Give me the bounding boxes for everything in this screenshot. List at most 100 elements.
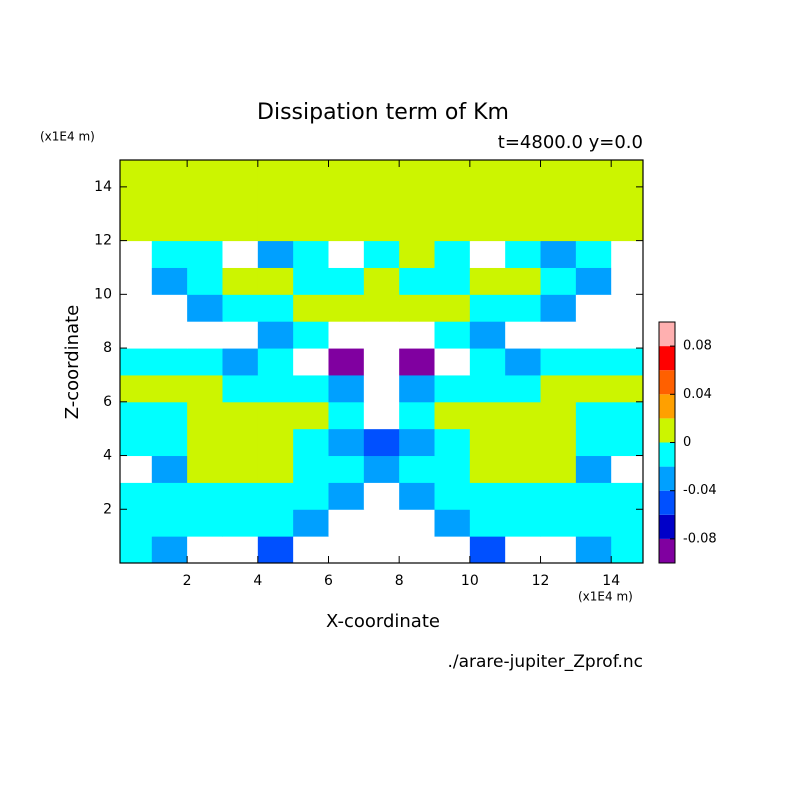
contour-cell <box>575 348 612 376</box>
contour-cell <box>505 186 542 215</box>
x-tick-label: 8 <box>395 573 404 589</box>
contour-cell <box>120 186 153 215</box>
contour-cell <box>469 321 506 349</box>
contour-cell <box>469 536 506 563</box>
contour-cell <box>540 428 577 457</box>
colorbar: -0.08 -0.04 0 0.04 0.08 <box>658 321 717 564</box>
contour-cell <box>469 348 506 376</box>
contour-cell <box>120 160 153 188</box>
contour-cell <box>399 482 436 510</box>
contour-cell <box>187 321 223 349</box>
contour-cell <box>575 401 612 430</box>
contour-cell <box>611 213 643 242</box>
colorbar-swatch <box>659 490 675 515</box>
contour-cell <box>293 294 329 322</box>
contour-cell <box>469 374 506 403</box>
chart-subtitle: t=4800.0 y=0.0 <box>498 132 643 153</box>
contour-cell <box>399 455 436 483</box>
contour-cell <box>505 401 542 430</box>
contour-cell <box>611 455 643 483</box>
x-unit: (x1E4 m) <box>578 590 633 604</box>
plot-frame <box>119 159 644 564</box>
contour-cell <box>540 374 577 403</box>
contour-cell <box>611 321 643 349</box>
contour-cell <box>293 348 329 376</box>
contour-cell <box>222 455 259 483</box>
contour-cell <box>469 428 506 457</box>
contour-cell <box>434 348 471 376</box>
contour-cell <box>363 428 400 457</box>
colorbar-tick-label: 0 <box>683 435 691 450</box>
contour-cell <box>575 267 612 295</box>
contour-cell <box>434 294 471 322</box>
colorbar-swatch <box>659 322 675 347</box>
contour-cell <box>151 455 188 483</box>
contour-cell <box>540 160 577 188</box>
contour-cell <box>505 455 542 483</box>
contour-cell <box>293 482 329 510</box>
y-tick-label: 8 <box>103 340 112 356</box>
y-tick-label: 10 <box>94 286 112 302</box>
contour-cell <box>328 536 365 563</box>
contour-cell <box>469 213 506 242</box>
contour-cell <box>257 267 294 295</box>
contour-cell <box>151 348 188 376</box>
contour-cell <box>363 348 400 376</box>
contour-cell <box>293 321 329 349</box>
contour-cell <box>328 267 365 295</box>
contour-cell <box>293 240 329 268</box>
contour-cell <box>187 213 223 242</box>
contour-cell <box>434 240 471 268</box>
contour-cell <box>328 509 365 537</box>
contour-cell <box>399 240 436 268</box>
chart-title: Dissipation term of Km <box>257 100 509 125</box>
contour-cell <box>187 186 223 215</box>
contour-cell <box>434 509 471 537</box>
contour-cell <box>293 160 329 188</box>
contour-cell <box>222 536 259 563</box>
colorbar-swatch <box>659 466 675 491</box>
contour-cell <box>120 509 153 537</box>
contour-cell <box>151 267 188 295</box>
contour-cell <box>257 482 294 510</box>
contour-cell <box>151 294 188 322</box>
contour-cell <box>469 160 506 188</box>
contour-cell <box>328 240 365 268</box>
contour-cell <box>399 401 436 430</box>
y-axis-label: Z-coordinate <box>62 305 83 420</box>
contour-cell <box>363 294 400 322</box>
contour-cell <box>222 186 259 215</box>
colorbar-tick-label: 0.04 <box>683 387 712 402</box>
contour-cell <box>505 240 542 268</box>
y-tick-label: 14 <box>94 179 112 195</box>
contour-cell <box>575 428 612 457</box>
colorbar-swatch <box>659 418 675 443</box>
contour-cell <box>222 374 259 403</box>
contour-cell <box>222 294 259 322</box>
contour-cell <box>434 536 471 563</box>
contour-cell <box>399 294 436 322</box>
contour-cell <box>575 321 612 349</box>
contour-cell <box>187 267 223 295</box>
contour-cell <box>611 536 643 563</box>
contour-cell <box>257 186 294 215</box>
contour-cell <box>328 401 365 430</box>
contour-cell <box>151 482 188 510</box>
contour-cell <box>540 321 577 349</box>
contour-cell <box>611 348 643 376</box>
contour-cell <box>257 374 294 403</box>
contour-cell <box>293 186 329 215</box>
y-tick-label: 4 <box>103 448 112 464</box>
contour-cell <box>611 482 643 510</box>
contour-cell <box>575 240 612 268</box>
contour-cell <box>434 321 471 349</box>
x-tick-label: 4 <box>253 573 262 589</box>
contour-cell <box>120 348 153 376</box>
contour-cell <box>120 401 153 430</box>
contour-cell <box>120 321 153 349</box>
contour-cell <box>293 536 329 563</box>
contour-cell <box>505 428 542 457</box>
contour-cell <box>222 213 259 242</box>
contour-cell <box>151 240 188 268</box>
contour-cell <box>222 160 259 188</box>
